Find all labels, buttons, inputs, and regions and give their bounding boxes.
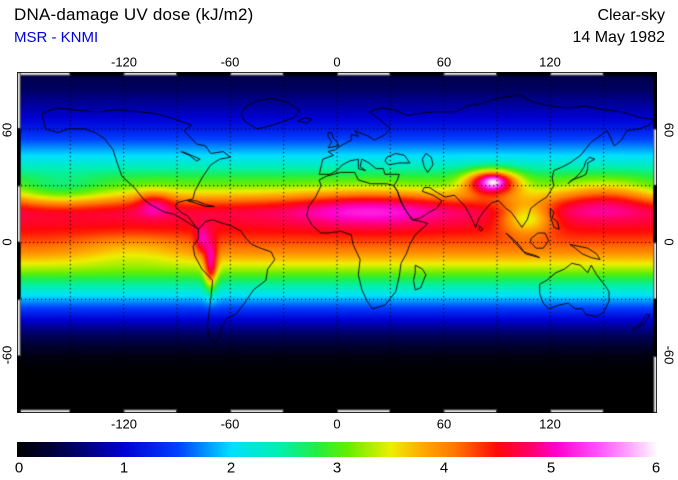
lat-tick-label-left: -60: [0, 345, 15, 365]
lat-tick-label-right: 0: [661, 238, 677, 246]
colorbar-canvas: [17, 442, 658, 457]
lat-tick-label-left: 0: [0, 238, 15, 246]
lon-tick-label-top: 120: [539, 54, 561, 70]
lon-tick-label-top: -60: [220, 54, 240, 70]
lon-tick-label-top: 60: [436, 54, 452, 70]
colorbar-tick-label: 1: [119, 459, 129, 477]
lon-tick-label-bottom: 120: [539, 416, 561, 432]
sky-condition-label: Clear-sky: [597, 7, 665, 24]
lon-tick-label-top: -120: [110, 54, 138, 70]
colorbar-tick-label: 3: [332, 459, 342, 477]
lon-tick-label-bottom: 0: [333, 416, 341, 432]
colorbar-tick-label: 2: [226, 459, 236, 477]
lat-tick-label-left: 60: [0, 122, 15, 138]
chart-title: DNA-damage UV dose (kJ/m2): [14, 5, 254, 24]
world-uv-heatmap-canvas: [17, 72, 657, 413]
date-label: 14 May 1982: [572, 29, 665, 46]
lat-tick-label-right: 60: [661, 122, 677, 138]
colorbar-tick-label: 0: [14, 459, 24, 477]
data-source-label: MSR - KNMI: [14, 29, 99, 46]
colorbar-tick-label: 6: [651, 459, 661, 477]
header-right-block: Clear-sky 14 May 1982: [572, 5, 665, 49]
lon-tick-label-bottom: 60: [436, 416, 452, 432]
colorbar-tick-label: 4: [439, 459, 449, 477]
lon-tick-label-bottom: -60: [220, 416, 240, 432]
lat-tick-label-right: -60: [661, 345, 677, 365]
lon-tick-label-top: 0: [333, 54, 341, 70]
colorbar-tick-label: 5: [546, 459, 556, 477]
lon-tick-label-bottom: -120: [110, 416, 138, 432]
